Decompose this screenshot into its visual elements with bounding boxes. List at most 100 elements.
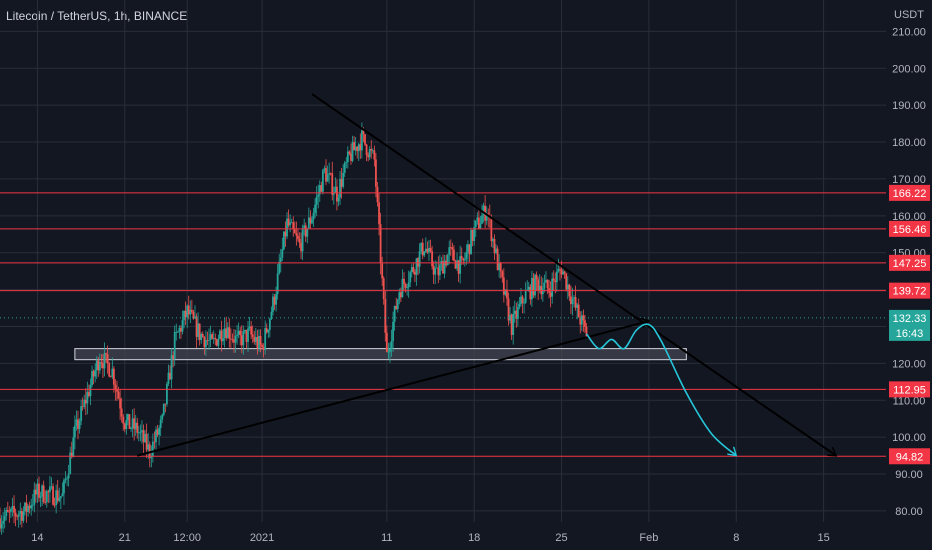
candle (379, 212, 382, 275)
candle (236, 325, 238, 345)
candle (438, 254, 441, 280)
candle (462, 257, 465, 265)
candle (521, 294, 524, 314)
candle (552, 270, 555, 291)
candle (529, 284, 532, 305)
candle (208, 328, 210, 350)
candle (428, 239, 430, 261)
candle (376, 182, 379, 207)
candle (170, 348, 173, 389)
candle (198, 323, 201, 346)
candle (175, 323, 178, 341)
candle (136, 417, 139, 439)
candle (30, 498, 33, 516)
candle (34, 483, 37, 503)
candle (112, 366, 115, 393)
x-tick-label: 14 (31, 532, 43, 544)
candle (406, 284, 409, 296)
candle (453, 245, 455, 262)
candle (454, 259, 457, 269)
candle (321, 168, 324, 195)
candle (3, 507, 6, 529)
candle (214, 333, 217, 346)
candle (311, 216, 313, 225)
candle (19, 502, 22, 525)
candle (13, 495, 15, 524)
candle (262, 343, 265, 358)
candle (551, 272, 554, 304)
x-tick-label: 2021 (250, 532, 274, 544)
candle (8, 506, 11, 523)
candle (318, 180, 321, 202)
candle (225, 316, 228, 341)
candle (6, 501, 9, 513)
candle (518, 296, 521, 310)
candle (105, 352, 107, 364)
candle (414, 269, 416, 283)
level-price-tag: 166.22 (889, 184, 930, 201)
candle (367, 152, 370, 162)
candle (130, 426, 132, 432)
candle (434, 260, 437, 285)
candle (398, 288, 401, 305)
candle (493, 234, 496, 261)
candle (147, 433, 150, 459)
candle (253, 330, 256, 345)
candle (222, 328, 224, 345)
candle (440, 256, 443, 271)
candle (264, 320, 267, 355)
candle (278, 253, 281, 275)
candle (267, 329, 270, 338)
currency-label: USDT (894, 9, 924, 21)
candle (151, 433, 154, 463)
candle (72, 426, 75, 458)
candle (231, 333, 234, 343)
candle (282, 231, 285, 251)
candle (417, 257, 419, 276)
candle (98, 353, 101, 374)
candle (0, 515, 3, 535)
candle (45, 489, 48, 508)
candle (364, 134, 366, 147)
candle (574, 285, 577, 311)
candle (178, 325, 181, 339)
candle (309, 210, 312, 229)
candle (173, 325, 176, 366)
level-label: 156.46 (893, 224, 927, 236)
candle (467, 240, 469, 262)
support-zone (74, 348, 687, 361)
candle (546, 279, 549, 294)
candle (226, 322, 229, 339)
candle (468, 243, 471, 263)
candle (340, 168, 343, 199)
x-tick-label: 15 (817, 532, 829, 544)
candle (25, 494, 28, 523)
candle (142, 424, 145, 454)
candle (134, 414, 137, 436)
candle (47, 489, 50, 504)
candle (159, 415, 162, 437)
candle (102, 354, 104, 379)
candle (211, 332, 214, 340)
candle (403, 272, 405, 292)
candle (451, 242, 454, 261)
countdown-label: 16:43 (896, 328, 924, 340)
candle (573, 294, 575, 308)
candle (545, 271, 547, 283)
y-tick-label: 170.00 (892, 174, 926, 186)
candle (465, 244, 468, 265)
candle (180, 325, 182, 339)
candle (248, 316, 251, 331)
candle (445, 254, 448, 268)
candle (460, 247, 463, 265)
candle (487, 208, 490, 228)
candle (541, 277, 544, 302)
candle (123, 422, 126, 433)
candle (401, 269, 404, 298)
candle (189, 300, 192, 324)
candle (272, 293, 274, 316)
candle (153, 431, 156, 449)
candle (265, 323, 268, 334)
